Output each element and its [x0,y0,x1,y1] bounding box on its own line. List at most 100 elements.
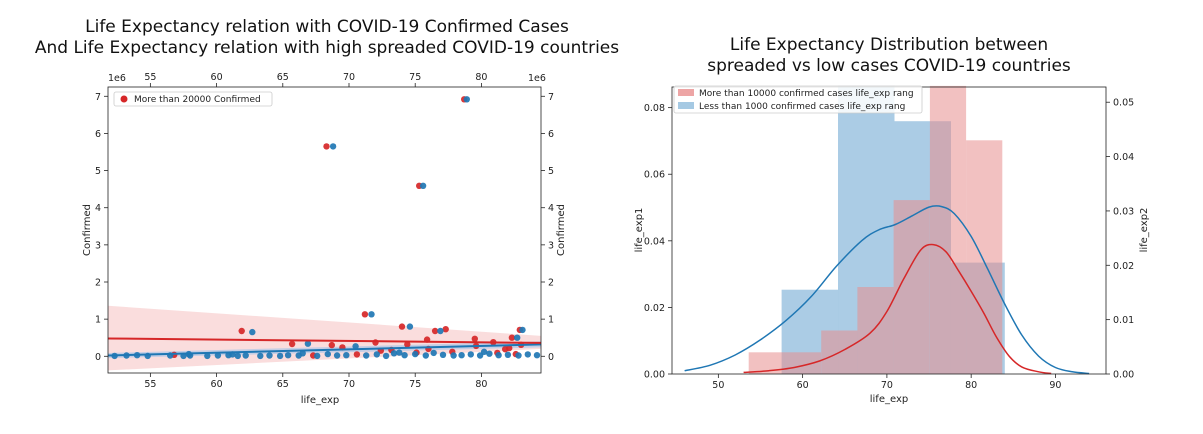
left-point-red [442,326,449,333]
right-red-bar [857,287,894,374]
left-point-red [508,334,516,341]
right-y-tick-label: 0.04 [644,236,665,247]
right-y2-label: life_exp2 [1139,208,1150,253]
left-point-blue [419,182,427,189]
right-blue-kde-line [684,205,1090,375]
left-top-x-tick-label: 70 [343,72,355,83]
left-point-blue [314,352,321,360]
left-point-red [471,335,478,342]
left-offset-text: 1e6 [108,73,126,84]
left-point-red [398,323,406,330]
left-y2-tick-label: 6 [548,129,554,140]
left-y2-tick-label: 3 [548,240,554,251]
left-top-x-tick-label: 75 [409,72,421,83]
right-y2-tick-label: 0.05 [1113,98,1134,109]
left-top-x-tick-label: 80 [475,72,487,83]
left-y-tick-label: 1 [95,315,101,326]
right-x-tick-label: 60 [797,380,809,391]
left-point-blue [299,350,306,357]
left-point-blue [495,352,502,359]
left-point-blue [504,351,512,358]
right-x-tick-label: 70 [881,380,893,391]
right-red-kde-line [743,243,1052,375]
left-point-blue [368,311,375,318]
left-point-blue [257,352,264,360]
left-point-blue [204,352,211,360]
right-y-tick-label: 0.08 [644,103,665,114]
right-legend-red-swatch [678,89,694,96]
left-point-blue [329,143,337,150]
left-point-red [323,143,330,150]
left-point-blue [284,352,292,359]
left-point-blue [467,351,474,358]
right-x-label: life_exp [870,394,908,405]
left-point-blue [406,323,414,330]
left-x-tick-label: 70 [343,379,355,390]
left-point-red [288,340,296,348]
left-point-blue [515,352,522,359]
right-red-bar [929,85,967,375]
right-y-tick-label: 0.02 [644,303,665,314]
right-red-bar [966,140,1003,374]
left-x-label: life_exp [301,395,339,406]
left-y2-tick-label: 2 [548,278,554,289]
left-point-blue [437,327,444,335]
left-title-line1: Life Expectancy relation with COVID-19 C… [85,17,569,37]
left-point-blue [214,352,222,359]
left-y2-tick-label: 1 [548,315,554,326]
left-point-blue [439,351,447,358]
left-point-red [328,341,335,349]
left-point-blue [430,349,437,357]
left-point-blue [390,350,398,357]
right-x-tick-label: 80 [965,380,977,391]
right-red-bar [748,352,785,374]
left-point-red [506,344,513,352]
left-plot-frame [107,86,542,374]
left-point-blue [333,352,341,359]
left-point-blue [266,352,273,359]
left-point-blue [343,352,350,359]
right-ticks: 50 60 70 80 90 0.00 0.02 0.04 0.06 0.08 0.00 0.01 0.… [644,98,1134,391]
left-point-blue [458,352,465,359]
right-y2-tick-label: 0.02 [1113,261,1134,272]
left-legend-label: More than 20000 Confirmed [134,95,261,105]
left-point-blue [234,352,241,360]
left-y2-tick-label: 0 [548,352,554,363]
left-regression-lines [107,337,542,357]
left-point-blue [324,350,331,358]
left-top-x-tick-label: 55 [144,72,156,83]
left-point-blue [533,352,541,359]
left-point-blue [524,351,531,358]
right-x-tick-label: 90 [1049,380,1061,391]
left-y-tick-label: 7 [95,92,101,103]
right-y-tick-label: 0.06 [644,170,665,181]
left-y2-tick-label: 5 [548,166,554,177]
right-kde-curves [684,205,1090,375]
left-point-blue [396,349,403,356]
left-y-tick-label: 0 [95,352,101,363]
left-regression-blue [107,343,542,357]
right-legend-red-label: More than 10000 confirmed cases life_exp… [699,89,914,99]
right-y2-tick-label: 0.01 [1113,315,1134,326]
right-y-tick-label: 0.00 [644,370,665,381]
left-x-tick-label: 75 [409,379,421,390]
left-y-tick-label: 6 [95,129,101,140]
left-y2-tick-label: 7 [548,92,554,103]
left-point-blue [480,348,488,355]
left-point-blue [242,352,249,359]
left-point-red [353,351,361,358]
left-point-blue [463,96,470,103]
right-legend-blue-swatch [678,102,694,109]
right-y2-tick-label: 0.03 [1113,206,1134,217]
left-point-blue [519,326,526,334]
left-legend: More than 20000 Confirmed [113,91,273,107]
right-title-line2: spreaded vs low cases COVID-19 countries [707,56,1071,76]
left-y2-tick-label: 4 [548,203,554,214]
left-point-blue [363,352,370,359]
left-point-blue [304,340,312,347]
left-point-red [361,311,369,318]
left-top-x-tick-label: 60 [211,72,223,83]
